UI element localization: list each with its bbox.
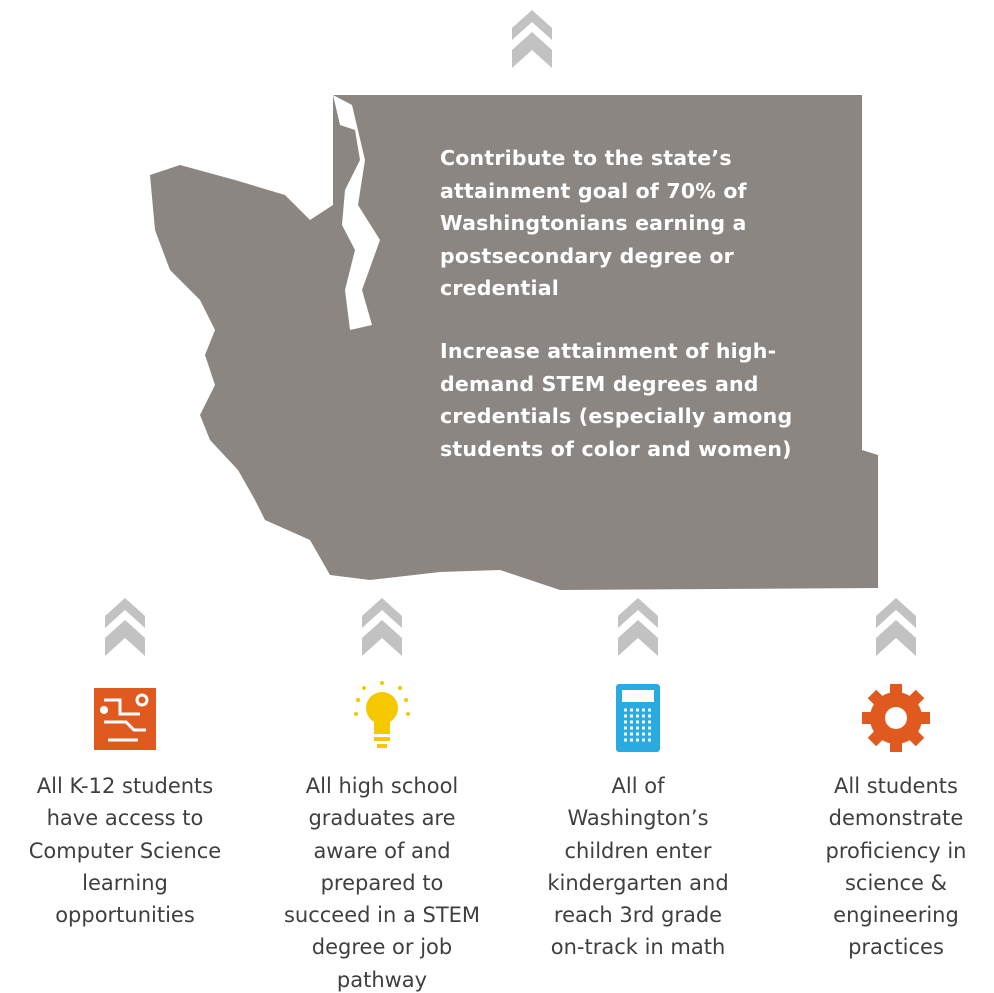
text-line: attainment goal of 70% of bbox=[440, 178, 747, 203]
lightbulb-icon bbox=[354, 681, 410, 748]
text-line: students of color and women) bbox=[440, 436, 792, 461]
text-line: learning bbox=[82, 870, 168, 895]
text-line: Increase attainment of high- bbox=[440, 339, 777, 363]
text-line: have access to bbox=[46, 806, 204, 831]
text-line: prepared to bbox=[320, 870, 444, 895]
text-line: credential bbox=[440, 276, 560, 300]
item-text: All K-12 students have access to Computer … bbox=[0, 770, 255, 931]
chevron bbox=[618, 598, 658, 656]
chevron bbox=[105, 598, 145, 656]
text-line: science & bbox=[844, 870, 948, 895]
item-text: All high school graduates are aware of and… bbox=[252, 770, 512, 993]
text-line: demand STEM degrees and bbox=[440, 371, 759, 396]
text-line: All high school bbox=[305, 774, 459, 798]
calculator-icon bbox=[616, 684, 660, 752]
text-line: Washingtonians earning a bbox=[440, 211, 747, 235]
gear-icon bbox=[862, 684, 930, 752]
text-line: on-track in math bbox=[550, 935, 726, 960]
washington-map bbox=[150, 95, 878, 590]
text-line: practices bbox=[848, 935, 944, 960]
text-line: postsecondary degree or bbox=[440, 243, 734, 268]
chevron bbox=[876, 598, 916, 656]
text-line: credentials (especially among bbox=[440, 404, 793, 428]
text-line: opportunities bbox=[55, 903, 195, 928]
text-line: Contribute to the state’s bbox=[440, 146, 732, 170]
island bbox=[295, 128, 330, 165]
puget-sound bbox=[333, 95, 380, 330]
text-line: engineering bbox=[833, 903, 959, 928]
text-line: Washington’s bbox=[567, 806, 709, 831]
text-line: kindergarten and bbox=[547, 870, 729, 895]
text-line: degree or job bbox=[311, 935, 453, 960]
text-line: All of bbox=[611, 774, 665, 798]
text-line: All students bbox=[834, 774, 958, 798]
text-line: aware of and bbox=[313, 838, 451, 863]
chevron bbox=[512, 10, 552, 68]
text-line: succeed in a STEM bbox=[283, 903, 481, 928]
text-line: demonstrate bbox=[828, 806, 964, 831]
text-line: pathway bbox=[336, 967, 428, 992]
circuit-icon bbox=[94, 688, 156, 750]
goal-text: Increase attainment of high-demand STEM … bbox=[440, 335, 792, 465]
item-text: All of Washington’s children enter kinderga… bbox=[508, 770, 768, 964]
item-text: All students demonstrate proficiency in sci… bbox=[766, 770, 994, 964]
chevron bbox=[362, 598, 402, 656]
text-line: All K-12 students bbox=[36, 774, 214, 798]
text-line: graduates are bbox=[308, 806, 456, 831]
text-line: proficiency in bbox=[825, 838, 967, 863]
text-line: reach 3rd grade bbox=[553, 903, 723, 928]
text-line: children enter bbox=[564, 838, 712, 863]
goal-text: Contribute to the state’s attainment goal… bbox=[440, 142, 747, 305]
text-line: Computer Science bbox=[28, 838, 222, 863]
